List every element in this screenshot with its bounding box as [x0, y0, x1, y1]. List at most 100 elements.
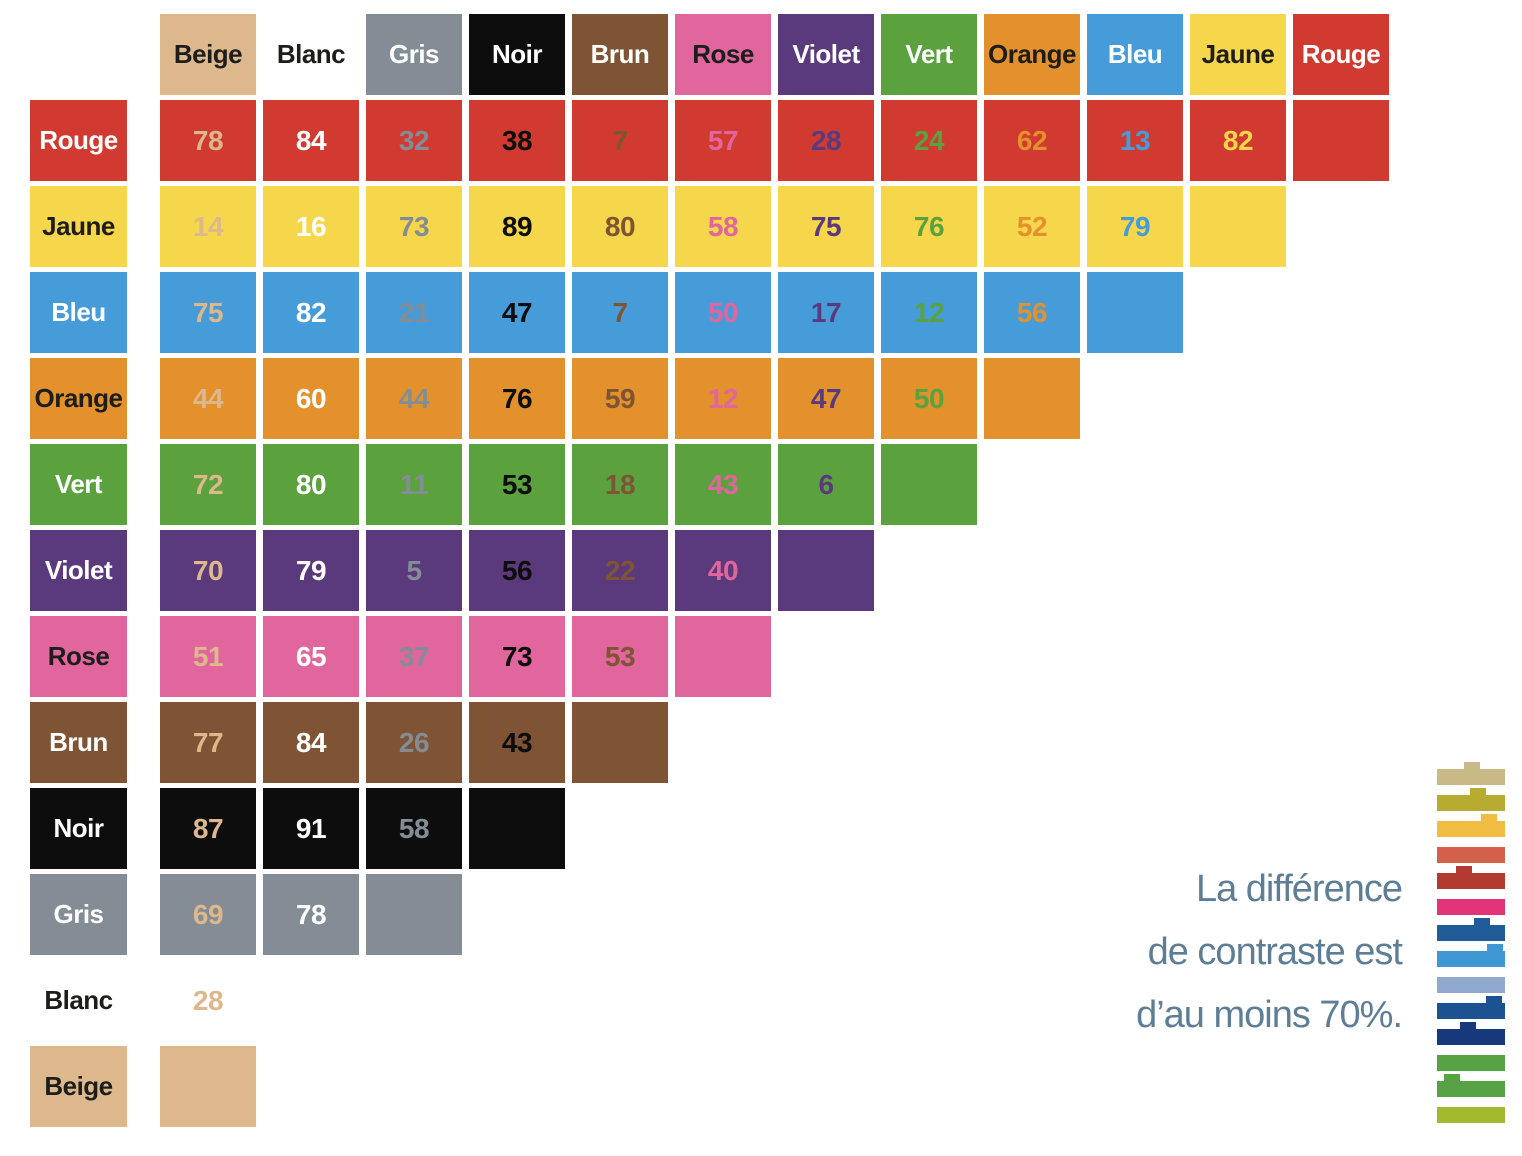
edge-tab-bar [1437, 866, 1505, 889]
column-header-rose: Rose [675, 14, 771, 95]
matrix-cell-violet-diagonal [778, 530, 874, 611]
matrix-cell-vert-violet: 6 [778, 444, 874, 525]
row-label-blanc: Blanc [30, 960, 127, 1041]
matrix-cell-rose-brun: 53 [572, 616, 668, 697]
column-header-vert: Vert [881, 14, 977, 95]
matrix-cell-jaune-beige: 14 [160, 186, 256, 267]
row-label-rose: Rose [30, 616, 127, 697]
matrix-cell-noir-blanc: 91 [263, 788, 359, 869]
edge-tab-bar [1437, 944, 1505, 967]
matrix-cell-vert-rose: 43 [675, 444, 771, 525]
matrix-cell-violet-brun: 22 [572, 530, 668, 611]
matrix-cell-rouge-bleu: 13 [1087, 100, 1183, 181]
edge-tab-notch [1443, 1074, 1460, 1082]
edge-tab-bar [1437, 996, 1505, 1019]
matrix-cell-rouge-orange: 62 [984, 100, 1080, 181]
matrix-cell-jaune-blanc: 16 [263, 186, 359, 267]
matrix-cell-rouge-gris: 32 [366, 100, 462, 181]
matrix-cell-orange-beige: 44 [160, 358, 256, 439]
matrix-cell-violet-blanc: 79 [263, 530, 359, 611]
edge-tab-notch [1460, 1022, 1477, 1030]
row-label-bleu: Bleu [30, 272, 127, 353]
matrix-cell-orange-rose: 12 [675, 358, 771, 439]
matrix-cell-vert-brun: 18 [572, 444, 668, 525]
edge-tab-bar [1437, 1074, 1505, 1097]
edge-tab-bar [1437, 918, 1505, 941]
matrix-cell-rouge-beige: 78 [160, 100, 256, 181]
matrix-cell-rouge-noir: 38 [469, 100, 565, 181]
matrix-cell-bleu-diagonal [1087, 272, 1183, 353]
matrix-cell-noir-diagonal [469, 788, 565, 869]
matrix-cell-orange-diagonal [984, 358, 1080, 439]
matrix-cell-vert-diagonal [881, 444, 977, 525]
matrix-cell-blanc-diagonal [263, 960, 359, 1041]
matrix-cell-jaune-orange: 52 [984, 186, 1080, 267]
column-header-brun: Brun [572, 14, 668, 95]
matrix-cell-bleu-orange: 56 [984, 272, 1080, 353]
edge-tab-bar [1437, 847, 1505, 863]
matrix-cell-rouge-jaune: 82 [1190, 100, 1286, 181]
matrix-cell-orange-vert: 50 [881, 358, 977, 439]
matrix-cell-orange-gris: 44 [366, 358, 462, 439]
row-label-brun: Brun [30, 702, 127, 783]
matrix-cell-vert-beige: 72 [160, 444, 256, 525]
matrix-cell-gris-blanc: 78 [263, 874, 359, 955]
matrix-cell-rose-blanc: 65 [263, 616, 359, 697]
matrix-cell-orange-brun: 59 [572, 358, 668, 439]
contrast-note: La différence de contraste est d’au moin… [1136, 858, 1403, 1047]
matrix-cell-rouge-blanc: 84 [263, 100, 359, 181]
matrix-cell-beige-diagonal [160, 1046, 256, 1127]
matrix-cell-rose-gris: 37 [366, 616, 462, 697]
matrix-cell-bleu-vert: 12 [881, 272, 977, 353]
matrix-cell-rouge-brun: 7 [572, 100, 668, 181]
matrix-cell-brun-gris: 26 [366, 702, 462, 783]
row-label-vert: Vert [30, 444, 127, 525]
contrast-note-line-2: de contraste est [1147, 931, 1403, 973]
contrast-matrix: Beige Blanc Gris Noir Brun Rose Violet Vert Oran… [30, 14, 1389, 1127]
matrix-cell-violet-noir: 56 [469, 530, 565, 611]
column-header-orange: Orange [984, 14, 1080, 95]
row-label-violet: Violet [30, 530, 127, 611]
edge-tab-bar [1437, 814, 1505, 837]
matrix-cell-rouge-vert: 24 [881, 100, 977, 181]
matrix-cell-bleu-violet: 17 [778, 272, 874, 353]
matrix-cell-orange-violet: 47 [778, 358, 874, 439]
contrast-note-line-3: d’au moins 70%. [1136, 994, 1403, 1036]
matrix-cell-violet-beige: 70 [160, 530, 256, 611]
matrix-cell-violet-gris: 5 [366, 530, 462, 611]
column-header-noir: Noir [469, 14, 565, 95]
matrix-cell-vert-blanc: 80 [263, 444, 359, 525]
edge-tab-bar [1437, 1107, 1505, 1123]
row-label-beige: Beige [30, 1046, 127, 1127]
matrix-cell-jaune-brun: 80 [572, 186, 668, 267]
edge-tabs [1437, 762, 1505, 1133]
edge-tab-bar [1437, 1022, 1505, 1045]
column-header-gris: Gris [366, 14, 462, 95]
matrix-cell-jaune-diagonal [1190, 186, 1286, 267]
matrix-cell-rose-diagonal [675, 616, 771, 697]
row-label-orange: Orange [30, 358, 127, 439]
edge-tab-bar [1437, 899, 1505, 915]
matrix-cell-blanc-beige: 28 [160, 960, 256, 1041]
edge-tab-notch [1464, 762, 1481, 770]
matrix-cell-jaune-violet: 75 [778, 186, 874, 267]
matrix-cell-jaune-bleu: 79 [1087, 186, 1183, 267]
edge-tab-notch [1456, 866, 1473, 874]
matrix-cell-violet-rose: 40 [675, 530, 771, 611]
matrix-cell-brun-beige: 77 [160, 702, 256, 783]
matrix-corner [30, 14, 153, 95]
matrix-cell-noir-beige: 87 [160, 788, 256, 869]
matrix-cell-rose-beige: 51 [160, 616, 256, 697]
matrix-cell-bleu-rose: 50 [675, 272, 771, 353]
matrix-cell-brun-noir: 43 [469, 702, 565, 783]
edge-tab-notch [1480, 814, 1497, 822]
matrix-cell-orange-noir: 76 [469, 358, 565, 439]
contrast-note-line-1: La différence [1195, 868, 1403, 910]
matrix-cell-rose-noir: 73 [469, 616, 565, 697]
column-header-bleu: Bleu [1087, 14, 1183, 95]
column-header-beige: Beige [160, 14, 256, 95]
matrix-cell-jaune-vert: 76 [881, 186, 977, 267]
row-label-noir: Noir [30, 788, 127, 869]
column-header-violet: Violet [778, 14, 874, 95]
edge-tab-bar [1437, 762, 1505, 785]
